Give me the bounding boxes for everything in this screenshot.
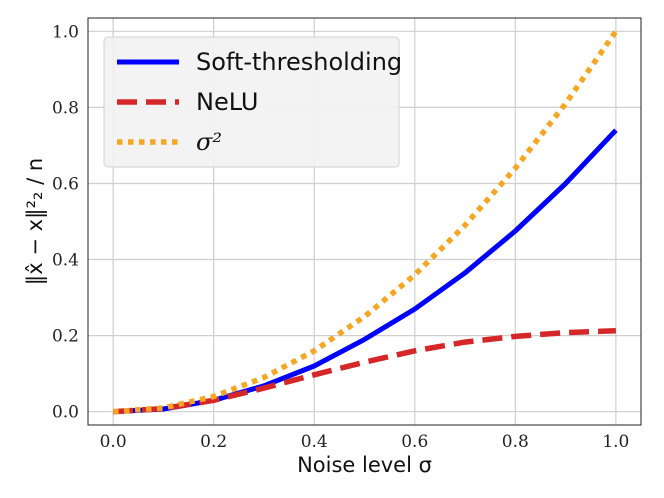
y-tick-label: 1.0: [52, 22, 79, 42]
series-group: [112, 29, 619, 415]
legend-box: [103, 36, 400, 168]
x-tick-label: 1.0: [602, 432, 629, 452]
legend: Soft-thresholding NeLU σ²: [103, 36, 402, 168]
legend-label-2: σ²: [196, 128, 222, 156]
series-line-0: [112, 128, 618, 415]
y-axis-label: ‖x̂ − x‖²₂ / n: [23, 158, 48, 285]
x-tick-label: 0.6: [401, 432, 428, 452]
x-axis-label: Noise level σ: [297, 453, 432, 477]
y-tick-label: 0.8: [52, 98, 79, 118]
series-line-1: [112, 327, 617, 415]
legend-label-1: NeLU: [196, 88, 258, 116]
x-tick-label: 0.4: [301, 432, 328, 452]
y-tick-label: 0.4: [52, 251, 79, 271]
x-tick-label: 0.0: [100, 432, 127, 452]
tick-labels: 0.0 0.2 0.4 0.6 0.8 1.0 0.0 0.2 0.4 0.6 0.8 1.0: [52, 22, 629, 452]
x-tick-label: 0.8: [502, 432, 529, 452]
legend-label-0: Soft-thresholding: [196, 48, 402, 76]
y-tick-label: 0.2: [52, 327, 79, 347]
y-tick-label: 0.6: [52, 174, 79, 194]
y-tick-label: 0.0: [52, 403, 79, 423]
x-tick-label: 0.2: [200, 432, 227, 452]
plot-frame: [87, 17, 642, 426]
